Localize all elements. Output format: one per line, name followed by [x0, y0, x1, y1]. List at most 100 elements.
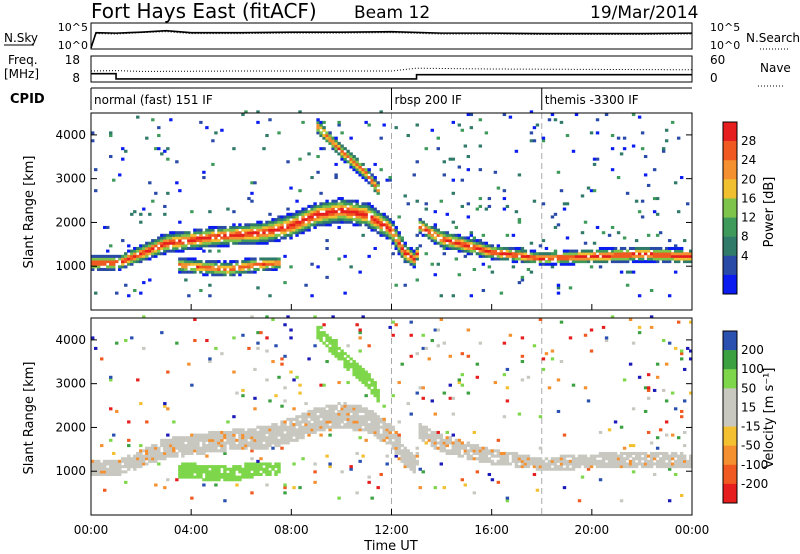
- heatmap-cell: [352, 365, 356, 369]
- heatmap-cell: [211, 433, 215, 437]
- heatmap-cell: [442, 160, 446, 164]
- heatmap-cell: [505, 252, 510, 256]
- heatmap-cell: [463, 254, 468, 258]
- heatmap-cell: [550, 462, 555, 466]
- heatmap-cell: [637, 457, 642, 461]
- heatmap-cell: [370, 207, 374, 211]
- heatmap-cell: [97, 465, 101, 469]
- heatmap-cell: [661, 459, 666, 463]
- heatmap-cell: [250, 457, 254, 461]
- heatmap-cell: [526, 267, 531, 271]
- heatmap-cell: [532, 252, 537, 256]
- heatmap-cell: [619, 462, 624, 466]
- heatmap-cell: [118, 462, 122, 466]
- heatmap-cell: [682, 430, 687, 434]
- heatmap-cell: [271, 425, 275, 429]
- heatmap-cell: [226, 241, 230, 245]
- heatmap-cell: [166, 244, 170, 248]
- heatmap-cell: [148, 257, 152, 261]
- heatmap-cell: [490, 478, 495, 482]
- heatmap-cell: [346, 210, 350, 214]
- heatmap-cell: [403, 462, 407, 466]
- heatmap-cell: [223, 436, 227, 440]
- heatmap-cell: [457, 451, 462, 455]
- heatmap-cell: [259, 465, 263, 469]
- heatmap-cell: [187, 231, 191, 235]
- heatmap-cell: [385, 231, 389, 235]
- heatmap-cell: [640, 254, 645, 258]
- heatmap-cell: [163, 454, 167, 458]
- heatmap-cell: [124, 283, 128, 287]
- heatmap-cell: [685, 459, 690, 463]
- heatmap-cell: [517, 257, 522, 261]
- heatmap-cell: [253, 225, 257, 229]
- heatmap-cell: [241, 236, 245, 240]
- heatmap-cell: [220, 231, 224, 235]
- heatmap-cell: [139, 451, 143, 455]
- colorbar-segment: [723, 160, 737, 180]
- heatmap-cell: [286, 220, 290, 224]
- heatmap-cell: [214, 444, 218, 448]
- heatmap-cell: [349, 199, 353, 203]
- heatmap-cell: [634, 260, 639, 264]
- heatmap-cell: [115, 462, 119, 466]
- heatmap-cell: [109, 265, 113, 269]
- heatmap-cell: [592, 189, 597, 193]
- heatmap-cell: [376, 189, 380, 193]
- date-title: 19/Mar/2014: [590, 3, 698, 23]
- heatmap-cell: [127, 249, 131, 253]
- heatmap-cell: [430, 262, 434, 266]
- heatmap-cell: [184, 436, 188, 440]
- heatmap-cell: [556, 378, 561, 382]
- heatmap-cell: [523, 465, 528, 469]
- heatmap-cell: [448, 449, 452, 453]
- heatmap-cell: [616, 231, 621, 235]
- heatmap-cell: [331, 202, 335, 206]
- heatmap-cell: [406, 451, 410, 455]
- heatmap-cell: [373, 383, 377, 387]
- heatmap-cell: [514, 149, 519, 153]
- heatmap-cell: [355, 415, 359, 419]
- heatmap-cell: [577, 457, 582, 461]
- heatmap-cell: [208, 283, 212, 287]
- heatmap-cell: [190, 496, 194, 500]
- heatmap-cell: [658, 252, 663, 256]
- heatmap-cell: [403, 465, 407, 469]
- heatmap-cell: [151, 454, 155, 458]
- heatmap-cell: [457, 233, 462, 237]
- heatmap-cell: [535, 257, 540, 261]
- heatmap-cell: [208, 441, 212, 445]
- heatmap-cell: [205, 475, 209, 479]
- heatmap-cell: [232, 260, 236, 264]
- heatmap-cell: [517, 281, 522, 285]
- heatmap-cell: [133, 252, 137, 256]
- heatmap-cell: [379, 233, 383, 237]
- heatmap-cell: [358, 365, 362, 369]
- heatmap-cell: [550, 262, 555, 266]
- heatmap-cell: [403, 241, 407, 245]
- heatmap-cell: [397, 420, 401, 424]
- heatmap-cell: [574, 260, 579, 264]
- heatmap-cell: [154, 483, 158, 487]
- heatmap-cell: [514, 257, 519, 261]
- heatmap-cell: [253, 462, 257, 466]
- heatmap-cell: [298, 110, 302, 114]
- heatmap-cell: [250, 236, 254, 240]
- heatmap-cell: [265, 467, 269, 471]
- heatmap-cell: [496, 252, 501, 256]
- heatmap-cell: [448, 441, 452, 445]
- colorbar-frame: [722, 330, 738, 504]
- heatmap-cell: [184, 444, 188, 448]
- heatmap-cell: [223, 446, 227, 450]
- heatmap-cell: [100, 357, 104, 361]
- heatmap-cell: [460, 178, 465, 182]
- heatmap-cell: [406, 457, 410, 461]
- heatmap-cell: [178, 262, 182, 266]
- heatmap-cell: [349, 409, 353, 413]
- heatmap-cell: [175, 451, 179, 455]
- heatmap-cell: [166, 233, 170, 237]
- heatmap-cell: [376, 428, 380, 432]
- heatmap-cell: [664, 128, 669, 132]
- heatmap-cell: [634, 457, 639, 461]
